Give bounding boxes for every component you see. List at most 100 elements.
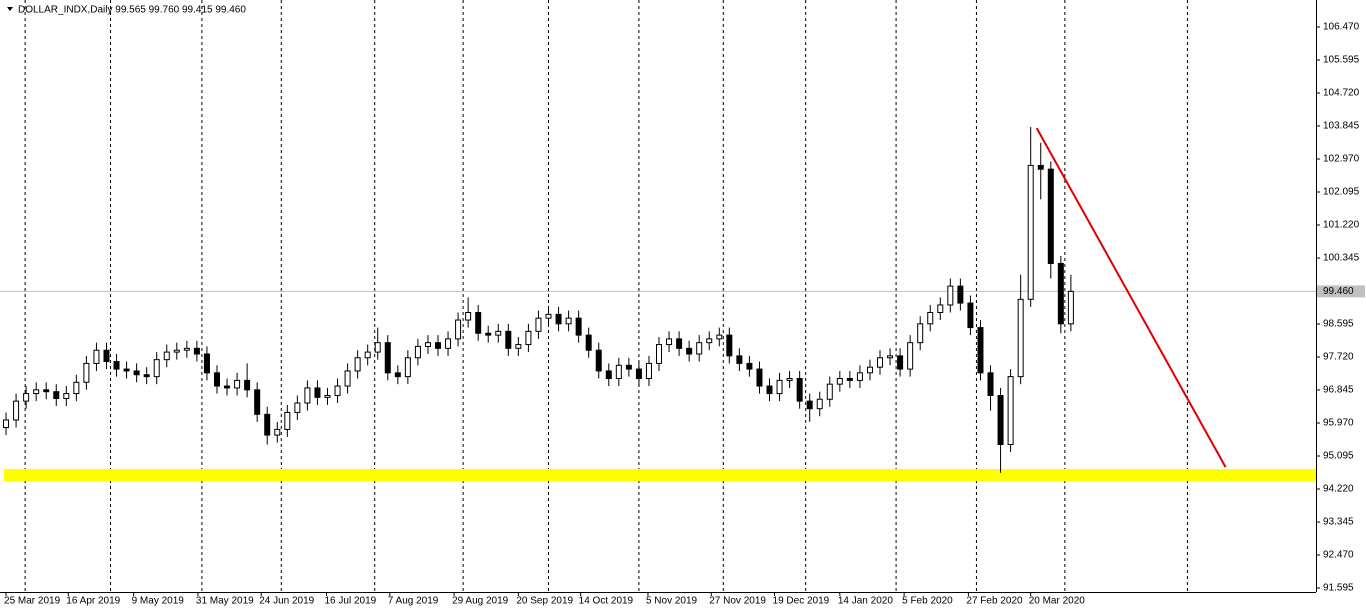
y-tick-label: 91.595: [1323, 583, 1354, 594]
candle-body: [595, 349, 602, 372]
candle-body: [364, 351, 371, 359]
candle-body: [987, 372, 994, 396]
candle-body: [816, 398, 823, 410]
x-tick-label: 27 Nov 2019: [709, 596, 766, 607]
candle-body: [83, 362, 90, 383]
candle-body: [354, 357, 361, 372]
candle-body: [374, 342, 381, 353]
candle-body: [475, 311, 482, 334]
candle-body: [977, 327, 984, 374]
chart-title: DOLLAR_INDX,Daily 99.565 99.760 99.415 9…: [18, 5, 246, 16]
candle-body: [465, 311, 472, 321]
candle-body: [424, 342, 431, 347]
candle-body: [957, 285, 964, 304]
plot: [0, 126, 1316, 482]
candle-body: [645, 362, 652, 379]
y-tick-label: 105.595: [1323, 55, 1360, 66]
candle-body: [796, 377, 803, 402]
y-tick-label: 96.845: [1323, 385, 1354, 396]
candle-body: [23, 393, 30, 402]
y-tick-label: 98.595: [1323, 319, 1354, 330]
candle-body: [756, 368, 763, 387]
candle-body: [1037, 164, 1044, 170]
candle-body: [545, 313, 552, 319]
candle-body: [193, 347, 200, 355]
candle-body: [394, 372, 401, 378]
x-tick-label: 14 Jan 2020: [838, 596, 893, 607]
x-tick-label: 20 Sep 2019: [516, 596, 573, 607]
candle-body: [334, 385, 341, 396]
candle-body: [1047, 168, 1054, 264]
candle-body: [3, 419, 10, 429]
candle-body: [505, 330, 512, 349]
y-tick-label: 104.720: [1323, 88, 1360, 99]
candle-body: [846, 377, 853, 381]
last-price-label: 99.460: [1323, 286, 1354, 297]
candle-body: [746, 362, 753, 370]
candle-body: [615, 364, 622, 379]
candle-body: [1057, 262, 1064, 325]
candle-body: [706, 338, 713, 344]
candle-body: [866, 366, 873, 374]
candle-body: [43, 389, 50, 393]
candle-body: [495, 330, 502, 336]
candle-body: [826, 383, 833, 400]
x-tick-label: 24 Jun 2019: [259, 596, 314, 607]
candle-body: [676, 338, 683, 349]
candle-body: [344, 370, 351, 387]
candle-body: [605, 370, 612, 379]
candle-body: [967, 302, 974, 329]
candle-body: [414, 345, 421, 359]
candle-body: [153, 359, 160, 378]
axes: 106.470 105.595 104.720 103.845 102.970 102.0…: [4, 22, 1365, 607]
x-tick-label: 29 Aug 2019: [452, 596, 509, 607]
candle-body: [997, 394, 1004, 445]
candle-body: [856, 372, 863, 381]
candle-body: [133, 370, 140, 376]
candle-body: [123, 368, 130, 372]
candle-body: [1017, 298, 1024, 378]
support-zone: [4, 469, 1316, 482]
candle-body: [73, 381, 80, 395]
candle-body: [877, 357, 884, 368]
candle-body: [485, 332, 492, 336]
y-tick-label: 101.220: [1323, 220, 1360, 231]
candle-body: [726, 334, 733, 357]
x-tick-label: 27 Feb 2020: [966, 596, 1023, 607]
y-tick-label: 92.470: [1323, 550, 1354, 561]
candle-body: [836, 377, 843, 385]
candle-body: [806, 400, 813, 410]
candle-body: [113, 361, 120, 370]
candle-body: [304, 387, 311, 404]
candle-body: [736, 355, 743, 364]
candle-body: [294, 402, 301, 413]
last-price-box: [1317, 285, 1365, 298]
candle-body: [947, 285, 954, 306]
candle-body: [284, 411, 291, 430]
candle-body: [625, 364, 632, 370]
candle-body: [324, 394, 331, 398]
candle-body: [887, 355, 894, 359]
candle-body: [1027, 164, 1034, 300]
y-tick-label: 103.845: [1323, 121, 1360, 132]
y-tick-label: 97.720: [1323, 352, 1354, 363]
x-tick-label: 7 Aug 2019: [388, 596, 439, 607]
x-tick-label: 20 Mar 2020: [1029, 596, 1086, 607]
menu-arrow[interactable]: [7, 7, 13, 11]
candle-body: [244, 379, 251, 391]
candle-body: [264, 413, 271, 436]
candle-body: [525, 330, 532, 346]
candle-body: [213, 372, 220, 387]
candle-body: [314, 387, 321, 398]
candle-body: [103, 349, 110, 363]
candle-body: [766, 385, 773, 395]
y-tick-label: 95.095: [1323, 451, 1354, 462]
candle-body: [63, 393, 70, 399]
candle-body: [455, 319, 462, 340]
candle-body: [234, 379, 241, 389]
candle-body: [776, 379, 783, 395]
x-tick-label: 14 Oct 2019: [579, 596, 634, 607]
x-tick-label: 16 Apr 2019: [66, 596, 120, 607]
